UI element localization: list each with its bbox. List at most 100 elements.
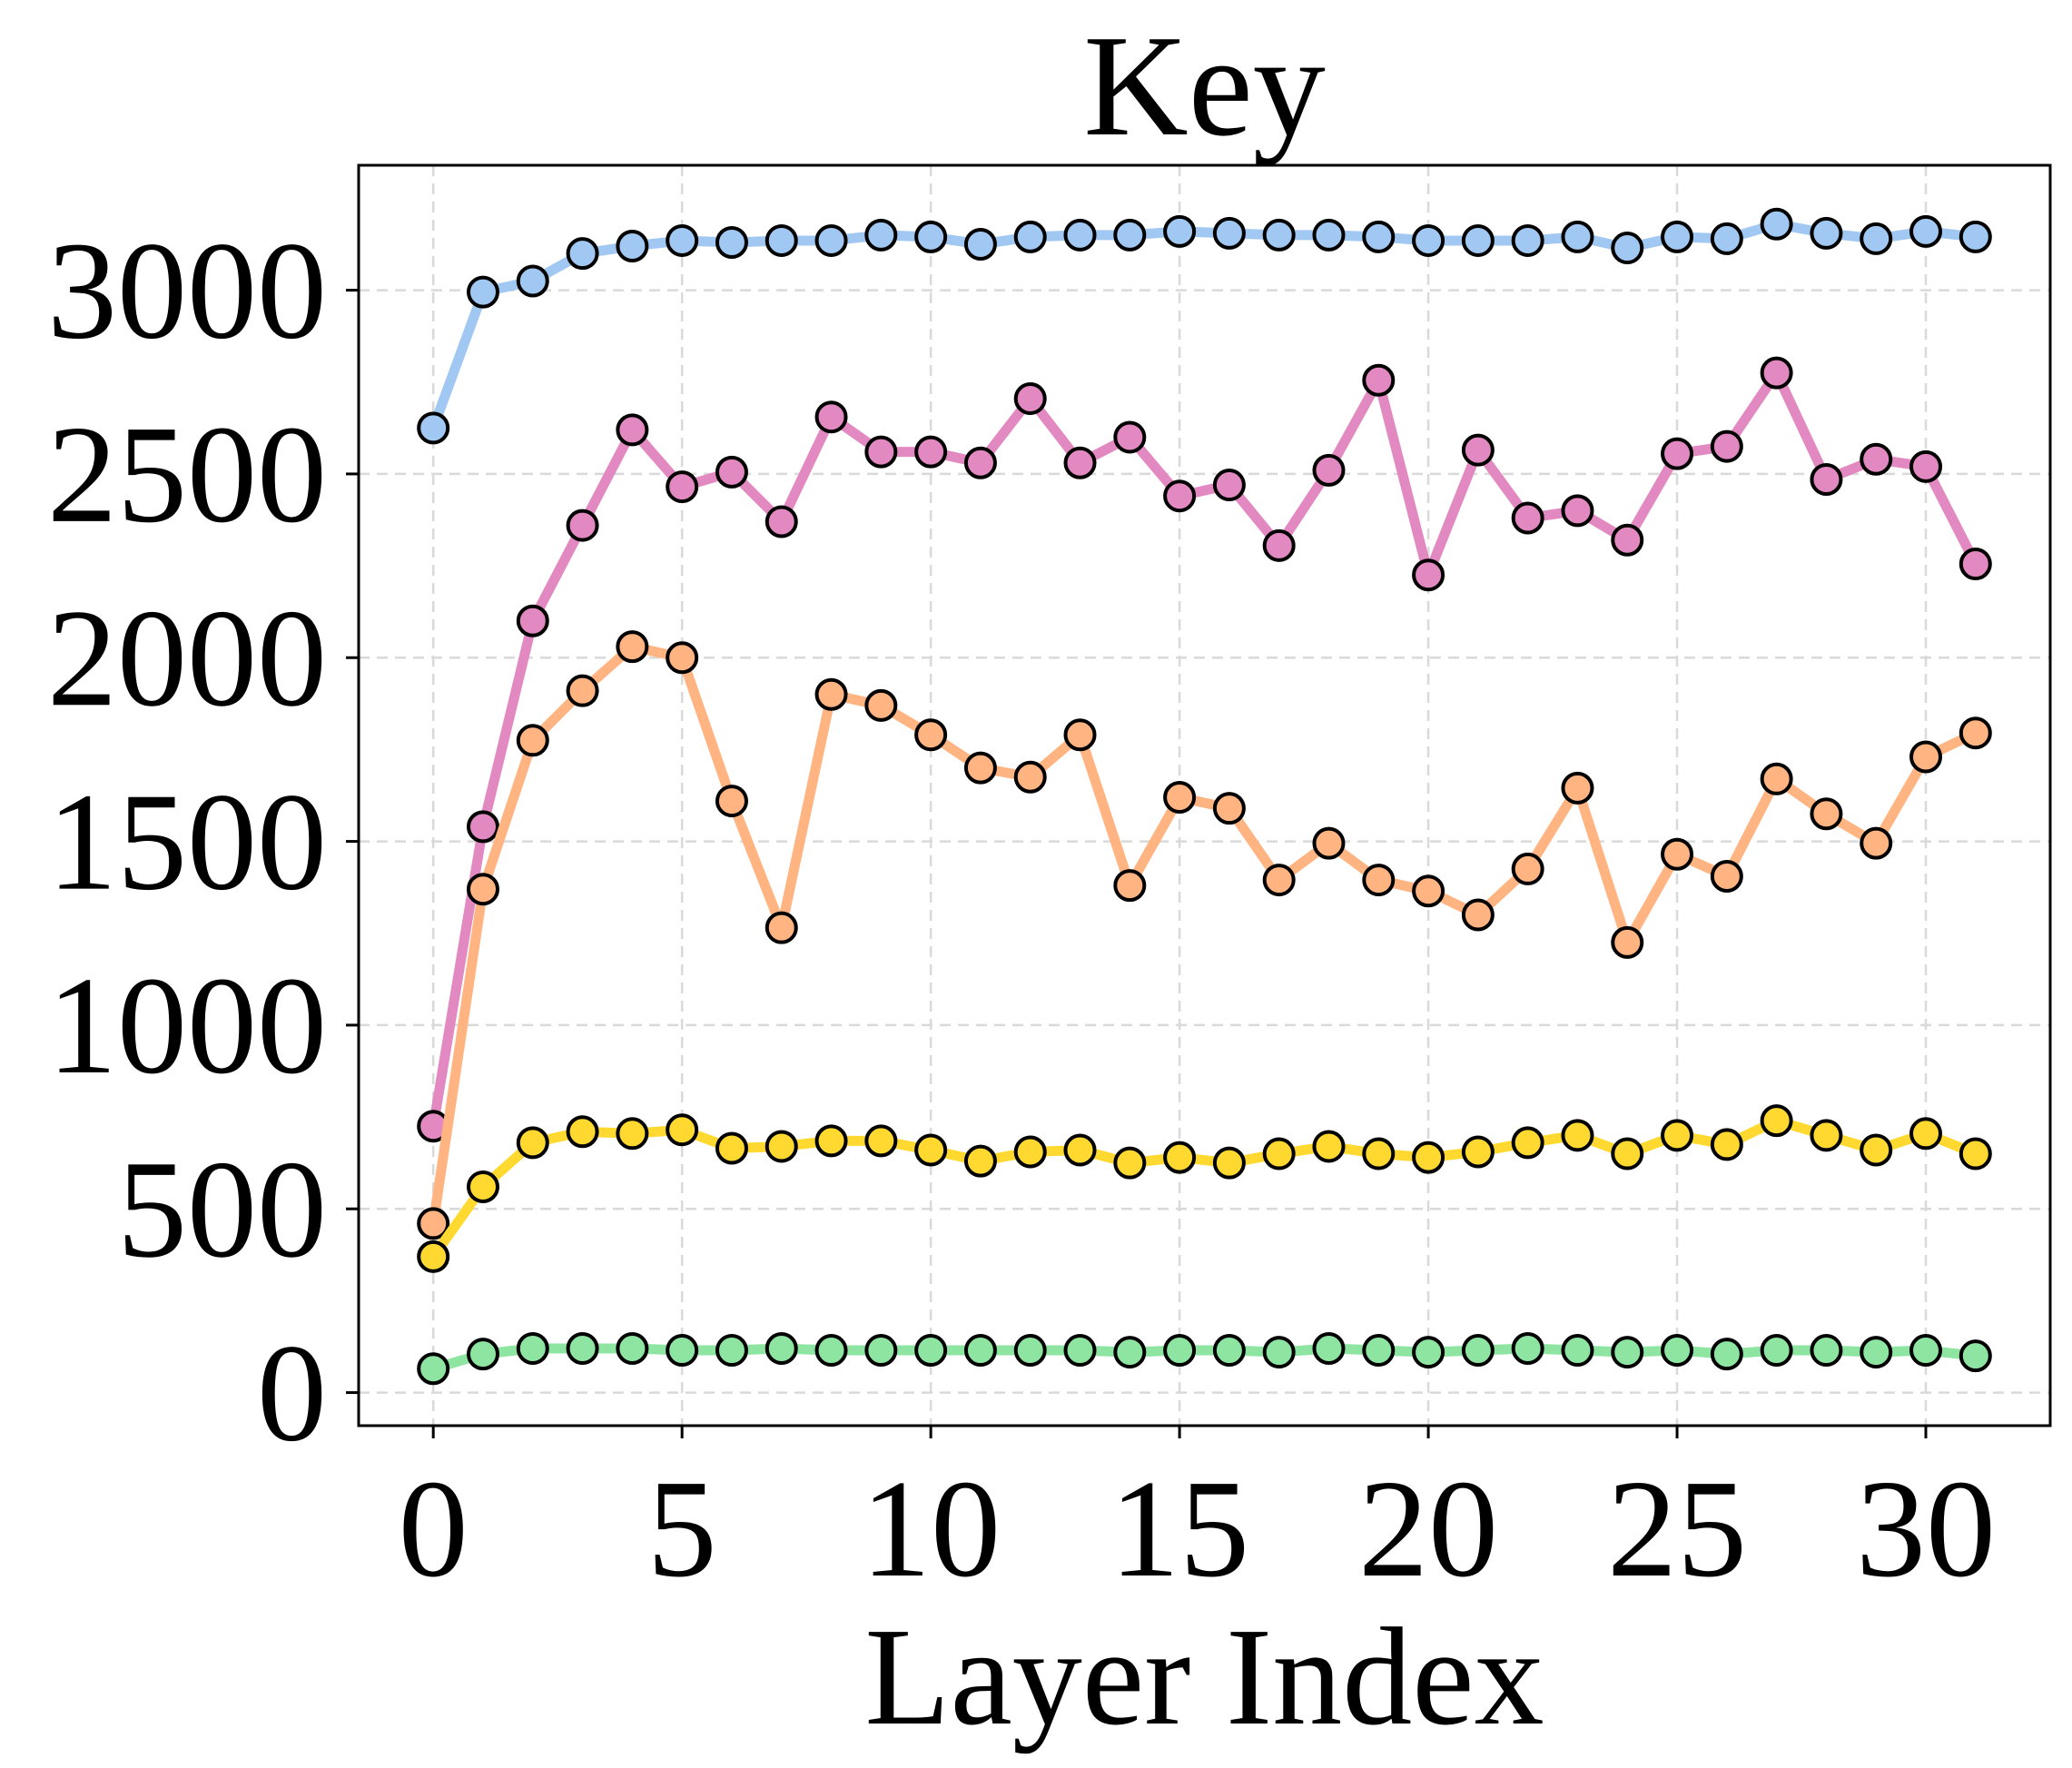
data-point: [1760, 1104, 1793, 1138]
data-point: [814, 677, 848, 711]
data-point: [466, 810, 499, 844]
data-point: [1710, 860, 1743, 894]
data-point: [1212, 216, 1246, 250]
data-point: [1461, 433, 1495, 467]
data-point: [1561, 771, 1594, 805]
data-point: [1909, 740, 1943, 774]
data-point: [1710, 222, 1743, 255]
data-point: [963, 1144, 997, 1178]
data-point: [1810, 1119, 1843, 1152]
data-point: [1262, 864, 1296, 897]
data-point: [1760, 762, 1793, 795]
data-point: [417, 1240, 450, 1273]
data-point: [1312, 218, 1346, 252]
data-point: [1661, 1334, 1694, 1368]
x-axis-label: Layer Index: [864, 1600, 1544, 1754]
data-point: [1262, 528, 1296, 562]
data-point: [1013, 1334, 1047, 1368]
data-point: [814, 223, 848, 257]
chart-title: Key: [1083, 5, 1326, 166]
data-point: [1760, 356, 1793, 390]
data-point: [566, 1115, 599, 1149]
data-point: [1262, 1336, 1296, 1369]
data-point: [466, 1170, 499, 1203]
data-point: [1262, 218, 1296, 252]
data-point: [1312, 826, 1346, 860]
x-tick-label: 30: [1856, 1452, 1996, 1606]
data-point: [1212, 792, 1246, 825]
plot-frame: [357, 163, 2052, 1427]
data-point: [1362, 864, 1396, 897]
data-point: [1461, 223, 1495, 257]
series-4: [417, 1332, 1992, 1386]
data-point: [1163, 479, 1197, 513]
data-point: [1113, 1336, 1147, 1369]
data-point: [666, 223, 699, 257]
data-point: [1312, 1130, 1346, 1163]
data-point: [1063, 218, 1097, 252]
data-point: [1312, 1332, 1346, 1366]
data-point: [417, 1352, 450, 1386]
data-point: [963, 751, 997, 785]
data-point: [1412, 558, 1445, 592]
data-point: [1312, 453, 1346, 487]
data-point: [1063, 1133, 1097, 1167]
data-point: [1113, 218, 1147, 252]
x-tick-label: 5: [647, 1452, 717, 1606]
data-point: [1113, 420, 1147, 454]
data-point: [1063, 1334, 1097, 1368]
x-axis: 0 5 10 15 20 25 30: [399, 1426, 1996, 1606]
data-point: [1362, 1334, 1396, 1368]
data-point: [616, 1117, 649, 1151]
data-point: [1511, 223, 1544, 257]
data-point: [616, 630, 649, 664]
data-point: [814, 400, 848, 434]
series-3: [417, 1104, 1992, 1273]
data-point: [1362, 363, 1396, 397]
x-tick-label: 10: [861, 1452, 1001, 1606]
series-1: [417, 356, 1992, 1143]
data-point: [1511, 1332, 1544, 1366]
data-point: [814, 1334, 848, 1368]
data-point: [864, 1124, 898, 1158]
data-point: [466, 873, 499, 906]
data-point: [1013, 381, 1047, 415]
data-point: [963, 446, 997, 479]
data-point: [1860, 222, 1893, 255]
data-point: [1959, 548, 1992, 581]
data-point: [1212, 469, 1246, 502]
data-point: [1511, 1126, 1544, 1160]
series-line: [428, 368, 1981, 1131]
x-tick-label: 20: [1358, 1452, 1498, 1606]
data-point: [566, 237, 599, 271]
data-point: [1710, 430, 1743, 463]
data-point: [765, 505, 798, 538]
data-point: [864, 218, 898, 252]
data-point: [666, 1113, 699, 1147]
data-point: [765, 1332, 798, 1366]
data-point: [1013, 760, 1047, 794]
data-point: [814, 1124, 848, 1158]
data-point: [1212, 1334, 1246, 1368]
data-point: [1163, 214, 1197, 248]
data-point: [1412, 874, 1445, 908]
data-point: [1262, 1137, 1296, 1170]
data-point: [1113, 1146, 1147, 1180]
data-point: [1561, 1334, 1594, 1368]
data-point: [466, 1338, 499, 1371]
y-tick-label: 3000: [47, 214, 327, 369]
data-point: [1661, 837, 1694, 871]
data-point: [914, 435, 948, 469]
data-point: [963, 228, 997, 262]
data-point: [1661, 1119, 1694, 1152]
data-point: [715, 1131, 748, 1165]
data-point: [1710, 1338, 1743, 1371]
data-point: [1661, 220, 1694, 253]
data-point: [1860, 826, 1893, 860]
data-point: [914, 1334, 948, 1368]
data-point: [765, 911, 798, 944]
data-point: [715, 455, 748, 489]
data-point: [1611, 523, 1644, 557]
data-point: [1163, 1334, 1197, 1368]
data-point: [1163, 1141, 1197, 1174]
